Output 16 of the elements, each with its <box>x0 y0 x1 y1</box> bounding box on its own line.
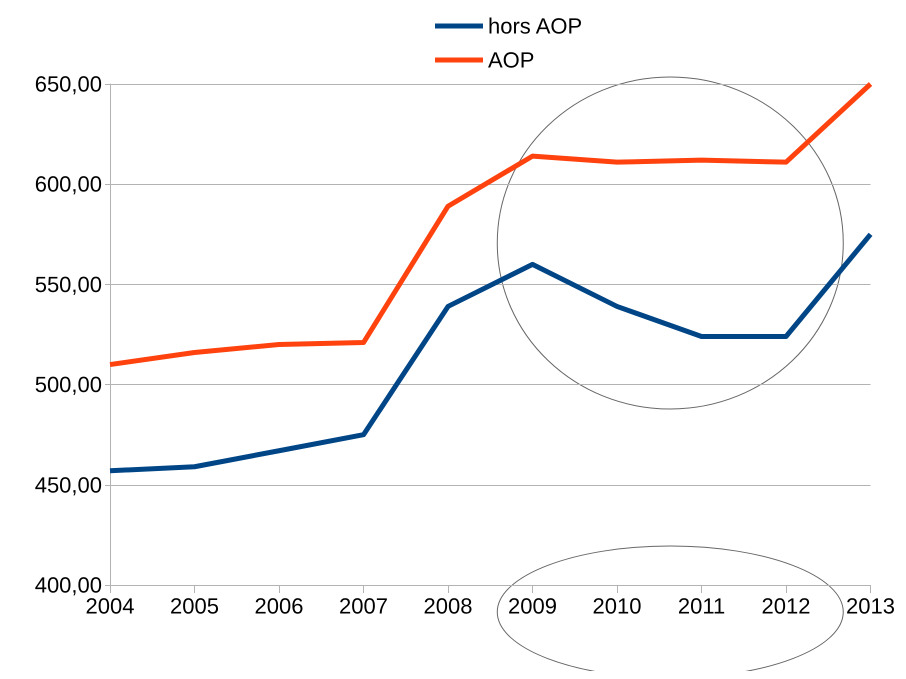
y-tick-label: 550,00 <box>34 272 102 297</box>
y-tick-label: 500,00 <box>34 372 102 398</box>
x-tick-label: 2005 <box>170 594 219 618</box>
legend-label: AOP <box>488 48 534 72</box>
x-tick-label: 2009 <box>508 594 557 618</box>
x-tick-label: 2010 <box>592 594 642 618</box>
y-tick-label: 450,00 <box>34 472 102 498</box>
y-tick-label: 650,00 <box>34 72 102 96</box>
x-tick-label: 2012 <box>762 594 811 618</box>
x-tick-label: 2008 <box>424 594 472 618</box>
x-tick-label: 2006 <box>254 594 304 618</box>
x-tick-label: 2013 <box>846 594 896 618</box>
x-tick-label: 2011 <box>678 594 726 618</box>
x-tick-label: 2007 <box>339 594 388 618</box>
legend-label: hors AOP <box>488 14 582 38</box>
y-tick-label: 600,00 <box>34 172 102 197</box>
